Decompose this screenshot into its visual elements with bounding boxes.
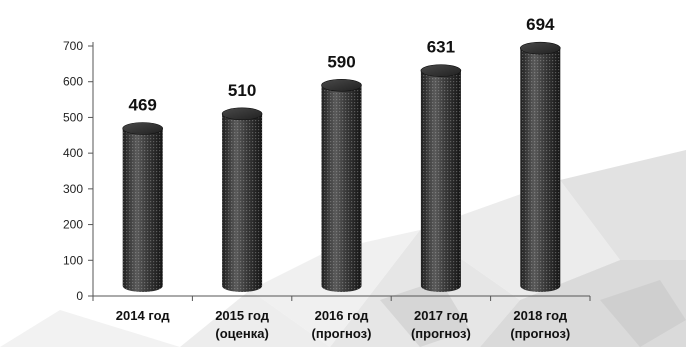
x-tick-label-line: (прогноз) — [510, 326, 570, 341]
x-tick-label-line: 2018 год — [513, 308, 568, 323]
bar-texture — [321, 85, 362, 293]
bar-cap — [321, 78, 362, 92]
y-tick-label: 300 — [63, 182, 83, 196]
y-tick-label: 700 — [63, 39, 83, 53]
y-tick-label: 500 — [63, 110, 83, 124]
bar-cap — [122, 122, 163, 135]
background-decoration — [0, 150, 686, 347]
x-tick-label: 2017 год (прогноз) — [411, 308, 471, 341]
bar — [221, 107, 263, 292]
x-tick-label: 2016 год (прогноз) — [312, 308, 372, 341]
y-tick-label: 200 — [63, 218, 83, 232]
data-label: 510 — [228, 81, 256, 100]
bar-texture — [520, 48, 561, 293]
bar-cap — [221, 107, 263, 121]
data-label: 631 — [427, 38, 455, 57]
x-tick-label-line: (прогноз) — [312, 326, 372, 341]
bar-cap — [420, 64, 462, 77]
labels: 469 2014 год 510 2015 год (оценка) 590 2016 го… — [116, 15, 570, 341]
x-tick-label-line: 2017 год — [414, 308, 469, 323]
bar-texture — [420, 70, 461, 293]
data-label: 590 — [327, 52, 355, 71]
x-tick-label-line: (прогноз) — [411, 326, 471, 341]
x-tick-label-line: 2014 год — [116, 308, 171, 323]
y-tick-label: 400 — [63, 146, 83, 160]
bar-cap — [519, 41, 561, 55]
x-tick-label: 2015 год (оценка) — [215, 308, 270, 341]
x-tick-label-line: 2015 год — [215, 308, 270, 323]
bar — [519, 41, 561, 293]
bar — [420, 64, 462, 293]
y-tick-label: 0 — [76, 289, 83, 303]
axes: 0 100 200 300 400 500 600 700 — [63, 39, 591, 303]
bar — [122, 122, 163, 292]
bar-texture — [122, 128, 163, 292]
bar-texture — [222, 113, 263, 292]
data-label: 694 — [526, 15, 555, 34]
y-tick-label: 100 — [63, 253, 83, 267]
x-tick-label-line: (оценка) — [215, 326, 268, 341]
x-tick-label: 2014 год — [116, 308, 171, 323]
bars — [122, 41, 561, 293]
y-tick-label: 600 — [63, 75, 83, 89]
x-tick-label: 2018 год (прогноз) — [510, 308, 570, 341]
data-label: 469 — [129, 96, 157, 115]
bar — [321, 78, 362, 293]
x-tick-label-line: 2016 год — [315, 308, 370, 323]
